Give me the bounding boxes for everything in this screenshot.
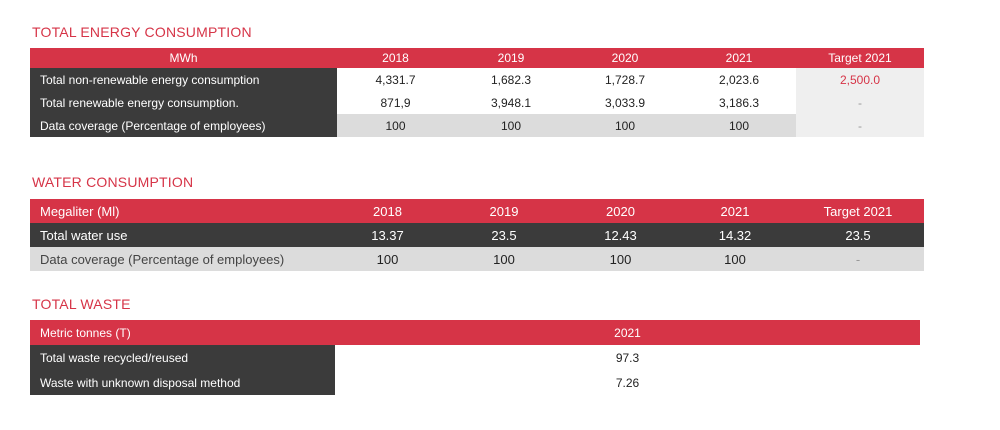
energy-header-2018: 2018	[337, 48, 454, 68]
cell-value: 100	[454, 114, 568, 137]
energy-table: MWh 2018 2019 2020 2021 Target 2021 Tota…	[30, 48, 924, 137]
energy-header-2020: 2020	[568, 48, 682, 68]
energy-header-2021: 2021	[682, 48, 796, 68]
row-label: Total renewable energy consumption.	[30, 91, 337, 114]
cell-target: -	[796, 91, 924, 114]
waste-header-unit: Metric tonnes (T)	[30, 320, 335, 345]
water-header-unit: Megaliter (Ml)	[30, 199, 330, 223]
cell-value: 2,023.6	[718, 72, 760, 87]
cell-value: 12.43	[563, 223, 678, 247]
cell-value: 100	[568, 114, 682, 137]
row-label: Total waste recycled/reused	[30, 345, 335, 370]
cell-target: -	[792, 247, 924, 271]
cell-value: 100	[678, 247, 792, 271]
cell-value: 13.37	[330, 223, 445, 247]
energy-header-target: Target 2021	[796, 48, 924, 68]
cell-value: 23.5	[445, 223, 563, 247]
row-label: Data coverage (Percentage of employees)	[30, 247, 330, 271]
row-label: Total non-renewable energy consumption	[30, 68, 337, 91]
energy-header-unit: MWh	[30, 48, 337, 68]
water-header-2021: 2021	[678, 199, 792, 223]
water-header-2019: 2019	[445, 199, 563, 223]
cell-target: -	[796, 114, 924, 137]
cell-value: 97.3	[615, 350, 640, 365]
cell-value: 7.26	[615, 375, 640, 390]
cell-value: 14.32	[678, 223, 792, 247]
waste-section-title: TOTAL WASTE	[32, 296, 131, 312]
row-label: Data coverage (Percentage of employees)	[30, 114, 337, 137]
cell-value: 100	[563, 247, 678, 271]
table-row: Total renewable energy consumption. 871,…	[30, 91, 924, 114]
cell-value: 3,033.9	[604, 95, 646, 110]
water-table: Megaliter (Ml) 2018 2019 2020 2021 Targe…	[30, 199, 924, 271]
waste-table: Metric tonnes (T) 2021 Total waste recyc…	[30, 320, 920, 395]
cell-value: 100	[682, 114, 796, 137]
energy-header-row: MWh 2018 2019 2020 2021 Target 2021	[30, 48, 924, 68]
cell-value: 3,186.3	[718, 95, 760, 110]
cell-value: 100	[337, 114, 454, 137]
water-header-row: Megaliter (Ml) 2018 2019 2020 2021 Targe…	[30, 199, 924, 223]
water-header-2020: 2020	[563, 199, 678, 223]
row-label: Waste with unknown disposal method	[30, 370, 335, 395]
water-section-title: WATER CONSUMPTION	[32, 174, 194, 190]
table-row: Total waste recycled/reused 97.3	[30, 345, 920, 370]
energy-header-2019: 2019	[454, 48, 568, 68]
table-row: Waste with unknown disposal method 7.26	[30, 370, 920, 395]
cell-target: 2,500.0	[796, 68, 924, 91]
cell-value: 100	[445, 247, 563, 271]
row-label: Total water use	[30, 223, 330, 247]
table-row: Total water use 13.37 23.5 12.43 14.32 2…	[30, 223, 924, 247]
table-row: Total non-renewable energy consumption 4…	[30, 68, 924, 91]
cell-value: 4,331.7	[375, 72, 416, 87]
energy-section-title: TOTAL ENERGY CONSUMPTION	[32, 24, 252, 40]
cell-value: 100	[330, 247, 445, 271]
cell-target: 23.5	[792, 223, 924, 247]
cell-value: 1,682.3	[490, 72, 532, 87]
water-header-target: Target 2021	[792, 199, 924, 223]
table-row: Data coverage (Percentage of employees) …	[30, 247, 924, 271]
cell-value: 871,9	[380, 95, 411, 110]
waste-header-row: Metric tonnes (T) 2021	[30, 320, 920, 345]
waste-header-2021: 2021	[335, 320, 920, 345]
cell-value: 1,728.7	[604, 72, 646, 87]
table-row: Data coverage (Percentage of employees) …	[30, 114, 924, 137]
cell-value: 3,948.1	[490, 95, 532, 110]
water-header-2018: 2018	[330, 199, 445, 223]
